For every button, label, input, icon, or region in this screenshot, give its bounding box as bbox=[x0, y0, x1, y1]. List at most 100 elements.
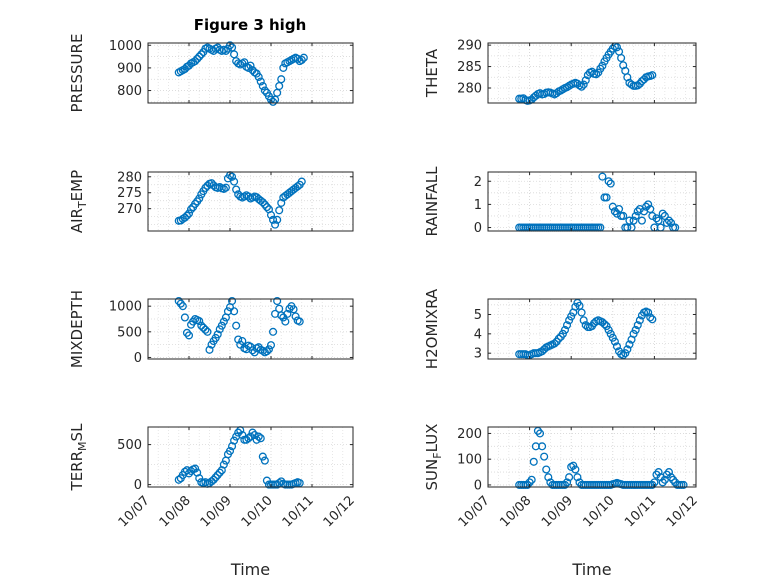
data-point bbox=[571, 465, 580, 474]
x-tick-label: 10/09 bbox=[198, 493, 235, 530]
data-point bbox=[201, 325, 210, 334]
data-point bbox=[648, 211, 657, 221]
data-point bbox=[213, 330, 222, 339]
data-point bbox=[193, 54, 202, 63]
x-tick-label: 10/12 bbox=[664, 493, 701, 530]
data-point bbox=[637, 216, 646, 225]
data-point bbox=[592, 70, 601, 79]
y-tick-label: 900 bbox=[117, 61, 142, 76]
y-tick-label: 5 bbox=[474, 308, 482, 323]
subplot-8: 0 100 200 10/07 10/08 10/09 10/10 10/11 10/12 SUN… bbox=[423, 424, 701, 579]
x-tick-label: 10/11 bbox=[280, 493, 317, 530]
y-axis-label: RAINFALL bbox=[423, 166, 441, 237]
data-point bbox=[228, 172, 237, 181]
data-point bbox=[602, 322, 611, 331]
data-point bbox=[540, 452, 549, 461]
data-point bbox=[273, 297, 282, 306]
data-point bbox=[191, 57, 200, 66]
data-point bbox=[295, 478, 304, 488]
data-point bbox=[573, 473, 582, 482]
data-point bbox=[197, 321, 206, 330]
data-point bbox=[297, 55, 306, 65]
data-point bbox=[633, 81, 642, 90]
data-point bbox=[234, 428, 243, 437]
subplot-4: 0 1 2 RAINFALL bbox=[423, 166, 697, 237]
data-point bbox=[642, 202, 651, 211]
data-point bbox=[195, 317, 204, 326]
data-point bbox=[658, 209, 667, 218]
data-point bbox=[221, 183, 230, 192]
subplot-6: 3 4 5 H2OMIXRA bbox=[423, 288, 697, 369]
data-point bbox=[562, 321, 572, 330]
data-point bbox=[621, 349, 630, 358]
data-point bbox=[248, 428, 257, 437]
data-point bbox=[571, 302, 580, 311]
data-point bbox=[266, 341, 276, 350]
data-point bbox=[178, 302, 187, 311]
data-point bbox=[244, 434, 253, 443]
series-markers bbox=[174, 41, 308, 106]
data-point bbox=[246, 432, 255, 441]
data-point bbox=[552, 89, 561, 98]
data-point bbox=[679, 480, 688, 489]
data-point bbox=[277, 75, 286, 84]
data-point bbox=[660, 211, 669, 221]
data-point bbox=[579, 316, 588, 325]
data-point bbox=[631, 211, 640, 221]
data-point bbox=[612, 342, 622, 351]
data-point bbox=[201, 183, 210, 192]
x-tick-label: 10/08 bbox=[497, 493, 534, 530]
y-tick-label: 2 bbox=[474, 175, 482, 190]
y-tick-label: 3 bbox=[474, 347, 482, 362]
data-point bbox=[289, 305, 298, 314]
axes-box bbox=[487, 42, 697, 104]
x-tick-label: 10/07 bbox=[116, 493, 153, 530]
x-tick-label: 10/08 bbox=[157, 493, 194, 530]
data-point bbox=[260, 86, 269, 95]
data-point bbox=[180, 213, 189, 222]
data-point bbox=[646, 204, 655, 214]
data-point bbox=[248, 346, 257, 355]
data-point bbox=[180, 313, 189, 322]
y-tick-label: 280 bbox=[117, 170, 142, 185]
data-point bbox=[268, 327, 278, 336]
data-point bbox=[182, 211, 192, 220]
y-axis-label: SUNFLUX bbox=[423, 424, 444, 491]
y-tick-label: 1000 bbox=[109, 39, 142, 54]
y-tick-label: 800 bbox=[117, 84, 142, 99]
data-point bbox=[293, 182, 302, 191]
data-point bbox=[244, 192, 253, 201]
data-point bbox=[266, 211, 276, 220]
y-axis-label: TERRMSL bbox=[68, 423, 89, 492]
y-axis-label: AIRTEMP bbox=[68, 170, 89, 233]
data-point bbox=[211, 473, 220, 482]
data-point bbox=[246, 61, 255, 70]
data-point bbox=[666, 218, 676, 227]
data-point bbox=[629, 216, 638, 225]
data-point bbox=[631, 325, 640, 335]
data-point bbox=[244, 63, 253, 72]
data-point bbox=[610, 337, 619, 346]
axes-box bbox=[147, 171, 354, 232]
data-point bbox=[258, 198, 267, 207]
data-point bbox=[608, 333, 617, 342]
data-point bbox=[664, 468, 674, 477]
grid-lines bbox=[487, 43, 697, 103]
data-point bbox=[238, 430, 247, 440]
data-point bbox=[240, 58, 249, 67]
axes-box bbox=[147, 298, 354, 360]
data-point bbox=[174, 475, 183, 484]
data-point bbox=[614, 204, 624, 214]
y-tick-label: 280 bbox=[457, 82, 482, 97]
axes-box bbox=[487, 171, 697, 232]
data-point bbox=[617, 53, 626, 63]
data-point bbox=[254, 432, 263, 441]
data-point bbox=[223, 307, 233, 316]
data-point bbox=[610, 207, 619, 216]
data-point bbox=[273, 215, 282, 224]
data-point bbox=[268, 215, 278, 224]
data-point bbox=[635, 316, 644, 325]
data-point bbox=[207, 477, 216, 486]
data-point bbox=[207, 179, 216, 188]
subplot-5: 0 500 1000 MIXDEPTH bbox=[68, 290, 354, 368]
